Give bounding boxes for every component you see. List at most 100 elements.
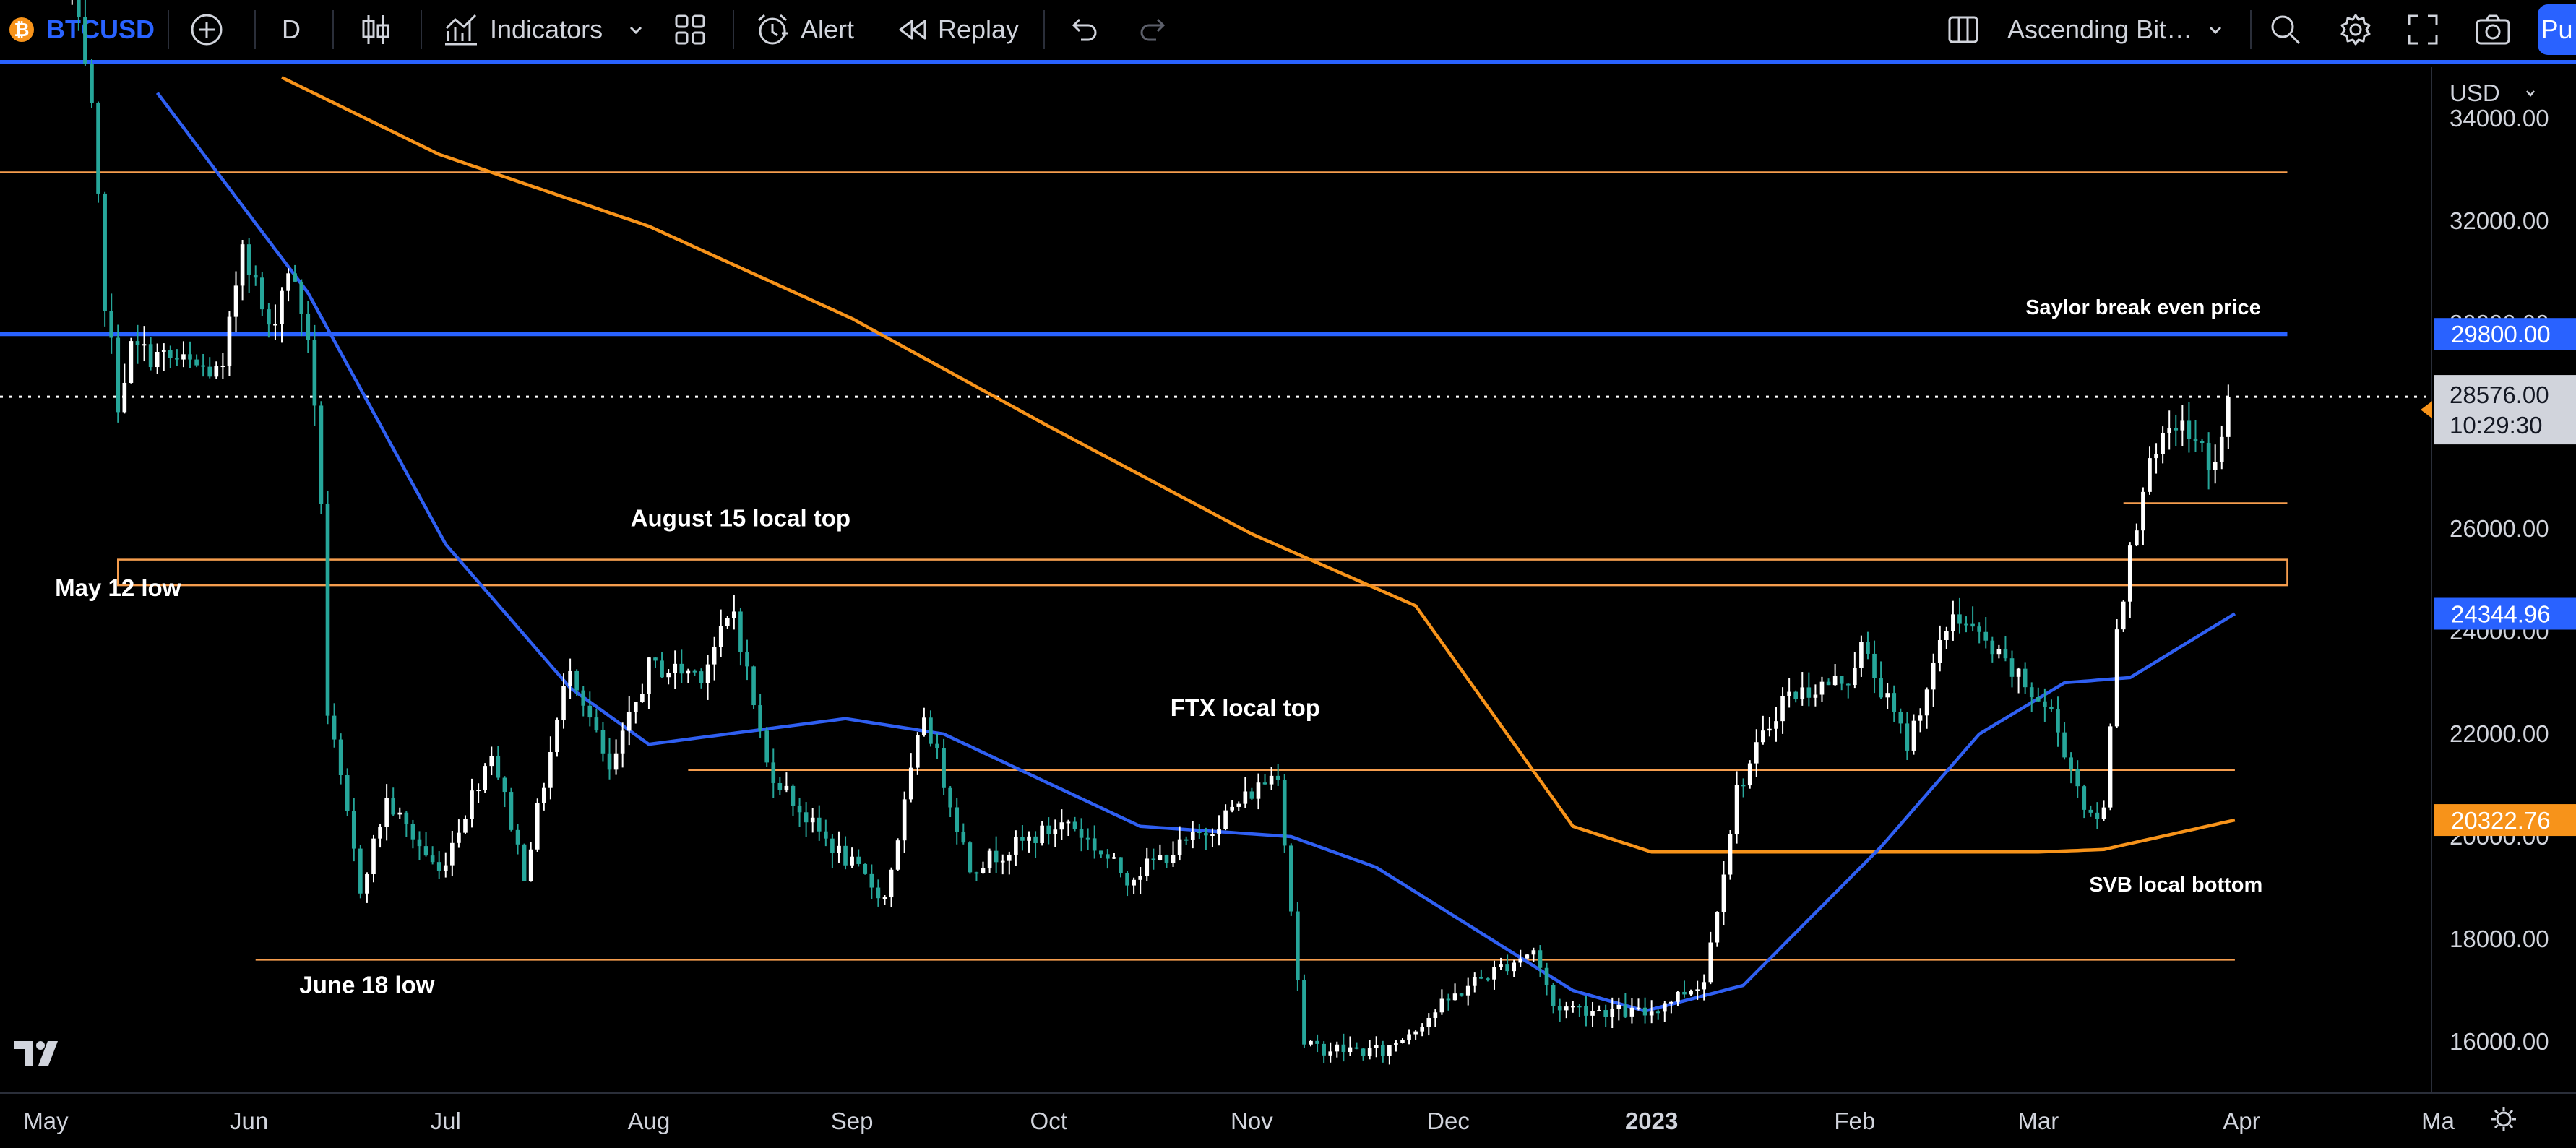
symbol-label[interactable]: BTCUSD [46,14,155,44]
publish-label[interactable]: Pu [2541,14,2573,44]
symbol-search[interactable]: ₿ BTCUSD [7,0,155,59]
candle [686,668,691,683]
candle [1426,1013,1431,1036]
candle [1407,1029,1411,1045]
candle [489,746,494,776]
candle [791,784,796,816]
candle [987,848,992,873]
moving-averages [155,76,2236,1013]
candle [942,738,946,795]
candle [1079,818,1084,852]
candle [2023,662,2028,694]
candle [2062,722,2067,760]
candle [1400,1037,1405,1044]
replay-button[interactable]: Replay [896,0,1019,59]
candle [1951,600,1955,641]
current-price-badge [2434,375,2576,445]
snapshot-button[interactable] [2474,0,2512,59]
replay-label[interactable]: Replay [938,14,1020,44]
plot-area[interactable] [0,67,2431,1093]
candle [423,832,428,857]
price-axis[interactable] [2431,67,2576,1093]
candle [850,847,854,868]
candle [116,324,121,423]
candle [1676,991,1680,1006]
candle [863,863,868,875]
candle [2193,420,2198,452]
candle [2154,443,2158,474]
indicators-button[interactable]: Indicators [442,0,603,59]
candle [1328,1042,1333,1063]
layout-button[interactable] [1947,0,1980,59]
time-tick-label: Jun [230,1108,268,1134]
candle [797,798,802,827]
candle [358,845,363,899]
tradingview-logo-icon[interactable] [14,1041,58,1066]
layout-name-label[interactable]: Ascending Bit… [2007,14,2193,44]
candle [1747,760,1752,789]
candle [955,798,960,845]
candle [312,324,317,426]
ma-slow-badge [2434,804,2576,837]
candle [175,349,179,366]
alert-button[interactable]: Alert [754,0,854,59]
settings-button[interactable] [2338,0,2373,59]
fullscreen-button[interactable] [2406,0,2439,59]
candle [2069,752,2073,784]
currency-label[interactable]: USD [2450,79,2500,106]
indicators-dropdown[interactable] [627,0,645,59]
candle [1027,831,1031,853]
candle [1433,1009,1438,1027]
toolbar-divider [733,10,734,49]
candle [738,608,743,666]
alert-label[interactable]: Alert [801,14,855,44]
horizontal-levels [0,171,2431,961]
candle [365,872,369,903]
interval-label[interactable]: D [282,14,301,44]
time-axis[interactable] [0,1093,2576,1148]
august-15-top-band-band[interactable] [117,558,2288,587]
candle [895,838,900,871]
chart-type-button[interactable] [360,0,392,59]
candle [2161,426,2165,464]
candle [509,787,514,832]
toolbar-divider [332,10,334,49]
candle [253,265,258,286]
undo-button[interactable] [1068,0,1100,59]
publish-button[interactable]: Pu [2538,4,2576,55]
templates-button[interactable] [673,0,707,59]
interval-button[interactable]: D [282,0,301,59]
candle [1977,622,1981,644]
candle [502,776,507,808]
candle [633,702,638,724]
candle [2180,405,2185,446]
redo-button[interactable] [1137,0,1169,59]
ma-slow-line[interactable] [281,76,2236,854]
axis-settings-icon[interactable] [2491,1107,2516,1131]
candle [1518,949,1523,967]
candle [325,491,330,725]
compare-add-symbol-button[interactable] [189,0,224,59]
candle [1682,980,1687,998]
candle [679,649,684,683]
candle [1296,902,1300,991]
templates-icon [673,13,707,46]
candle [1597,1005,1601,1012]
candle [1571,1001,1575,1013]
candle [1230,800,1234,813]
candle [2009,650,2015,688]
saylor-badge-label: 29800.00 [2451,321,2551,348]
toolbar-divider [1043,10,1045,49]
time-tick-label: Nov [1231,1108,1273,1134]
layout-name-button[interactable]: Ascending Bit… [2007,0,2192,59]
search-button[interactable] [2269,0,2302,59]
ma-fast-line[interactable] [155,92,2236,1013]
layout-dropdown[interactable] [2207,0,2224,59]
candle [1616,997,1621,1021]
ma-slow-badge-label: 20322.76 [2451,807,2551,834]
candle [1092,825,1097,859]
indicators-label[interactable]: Indicators [490,14,603,44]
gear-icon [2338,12,2373,47]
candle [1184,836,1189,845]
